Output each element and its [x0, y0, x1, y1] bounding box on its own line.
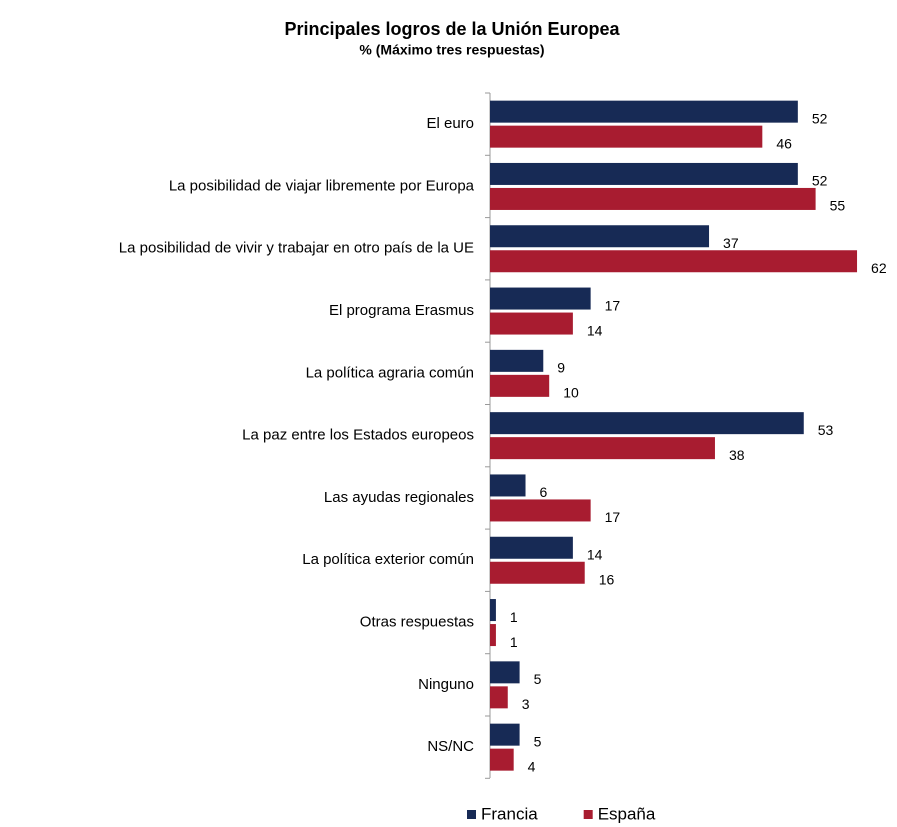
bar — [490, 499, 591, 522]
value-label: 62 — [871, 260, 887, 276]
bar — [490, 100, 798, 123]
value-label: 38 — [729, 447, 745, 463]
bar — [490, 661, 520, 684]
value-label: 4 — [528, 758, 536, 774]
bar — [490, 374, 550, 397]
value-label: 1 — [510, 609, 518, 625]
bar — [490, 412, 804, 435]
value-label: 37 — [723, 235, 739, 251]
chart-subtitle: % (Máximo tres respuestas) — [359, 42, 544, 58]
value-label: 52 — [812, 110, 828, 126]
bar — [490, 536, 573, 559]
category-label: La política exterior común — [302, 551, 474, 568]
value-label: 1 — [510, 634, 518, 650]
value-label: 10 — [563, 385, 579, 401]
value-label: 17 — [605, 297, 621, 313]
value-label: 53 — [818, 422, 834, 438]
value-label: 5 — [534, 671, 542, 687]
legend-swatch — [583, 810, 593, 819]
value-label: 14 — [587, 322, 603, 338]
chart-title: Principales logros de la Unión Europea — [284, 19, 620, 39]
value-label: 5 — [534, 733, 542, 749]
bar — [490, 723, 520, 746]
value-label: 6 — [540, 484, 548, 500]
category-label: La paz entre los Estados europeos — [242, 427, 474, 444]
bar — [490, 312, 573, 335]
value-label: 55 — [830, 198, 846, 214]
category-label: La posibilidad de vivir y trabajar en ot… — [119, 240, 474, 257]
bar — [490, 624, 496, 647]
bar — [490, 162, 798, 185]
category-label: Las ayudas regionales — [324, 489, 474, 506]
value-label: 3 — [522, 696, 530, 712]
bar — [490, 287, 591, 310]
bar — [490, 474, 526, 497]
bar — [490, 349, 544, 372]
legend-label: Francia — [481, 804, 538, 823]
bar — [490, 748, 514, 771]
bar — [490, 561, 585, 584]
value-label: 9 — [557, 360, 565, 376]
bar — [490, 187, 816, 210]
legend-label: España — [598, 804, 656, 823]
value-label: 52 — [812, 173, 828, 189]
category-label: La posibilidad de viajar libremente por … — [169, 177, 475, 194]
category-label: NS/NC — [427, 738, 474, 755]
bar — [490, 125, 763, 148]
value-label: 14 — [587, 546, 603, 562]
bar — [490, 225, 710, 248]
value-label: 16 — [599, 571, 615, 587]
value-label: 46 — [776, 135, 792, 151]
bar — [490, 599, 496, 622]
legend-swatch — [467, 810, 476, 819]
category-label: Ninguno — [418, 676, 474, 693]
category-label: El euro — [426, 115, 474, 132]
bar — [490, 250, 858, 273]
value-label: 17 — [605, 509, 621, 525]
category-label: La política agraria común — [306, 364, 474, 381]
bar — [490, 686, 508, 709]
bar — [490, 437, 715, 460]
category-label: El programa Erasmus — [329, 302, 474, 319]
category-label: Otras respuestas — [360, 614, 474, 631]
